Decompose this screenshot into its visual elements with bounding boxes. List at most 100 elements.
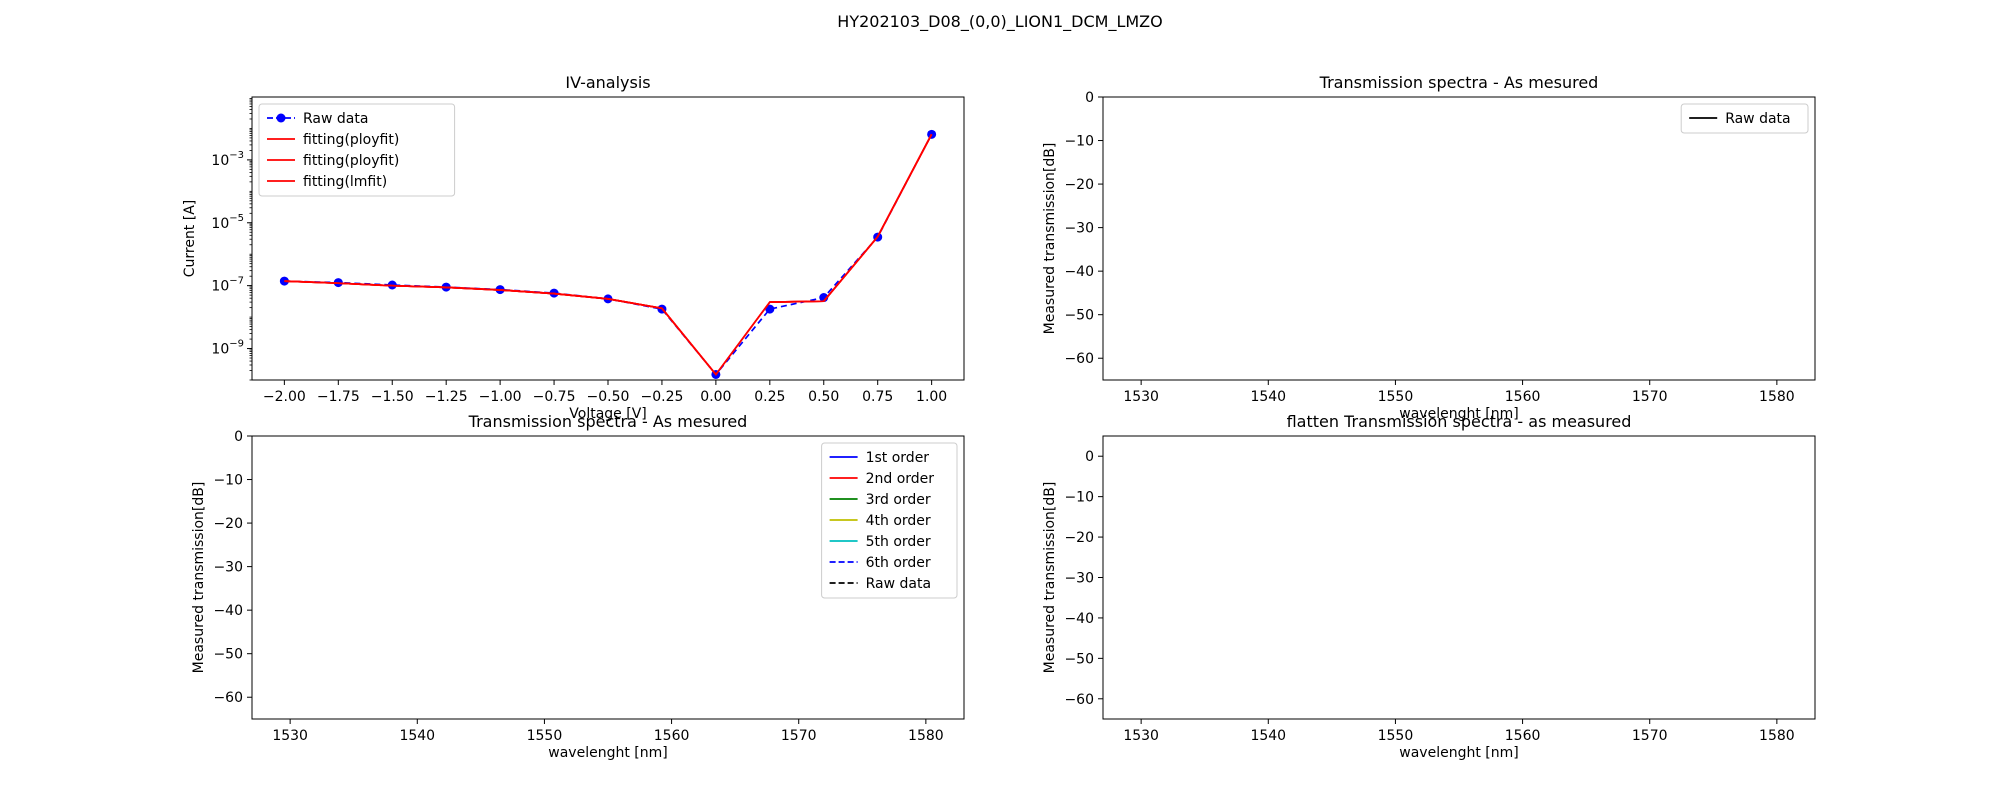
y-tick-label: −40: [1064, 611, 1094, 627]
subplot-3: Transmission spectra - As mesured 1530 154…: [191, 412, 965, 761]
x-tick-label: 1560: [1505, 389, 1541, 405]
legend-label: 1st order: [866, 450, 930, 466]
series-line-4-overlay: [284, 133, 933, 376]
legend-label: 2nd order: [866, 471, 935, 487]
y-tick-label: −30: [1064, 221, 1094, 237]
figure-suptitle: HY202103_D08_(0,0)_LION1_DCM_LMZO: [837, 12, 1162, 32]
x-tick-label: −1.75: [317, 389, 360, 405]
legend: Raw data: [1680, 103, 1809, 134]
subplot-4: flatten Transmission spectra - as measur…: [1042, 412, 1816, 761]
x-tick-label: 1550: [1378, 389, 1414, 405]
y-tick-label: −10: [1064, 490, 1094, 506]
y-tick-label: −30: [213, 560, 243, 576]
x-tick-label: −0.50: [587, 389, 630, 405]
y-tick-base: 10: [211, 153, 229, 169]
y-tick-label: 10−9: [211, 339, 244, 358]
subplot-2: Transmission spectra - As mesured 1530 154…: [1042, 73, 1816, 422]
y-tick-label: −10: [213, 473, 243, 489]
y-tick-exponent: −3: [229, 150, 244, 161]
series-line-2: [284, 280, 717, 376]
x-tick-label: 1560: [1505, 728, 1541, 744]
data-point: [279, 276, 289, 286]
x-tick-label: 1540: [1250, 728, 1286, 744]
series-line-3-overlay: [769, 133, 933, 303]
y-tick-label: 10−5: [211, 213, 244, 232]
y-tick-exponent: −9: [229, 339, 244, 350]
axes-title: Transmission spectra - As mesured: [468, 412, 748, 431]
legend-frame: [821, 442, 958, 599]
y-tick-label: −60: [1064, 692, 1094, 708]
x-tick-label: 1580: [1759, 389, 1795, 405]
x-tick-label: −1.50: [371, 389, 414, 405]
legend-label: fitting(ployfit): [303, 153, 399, 169]
x-axis-label: wavelenght [nm]: [1399, 745, 1518, 761]
x-axis-label: wavelenght [nm]: [548, 745, 667, 761]
legend-label: fitting(lmfit): [303, 174, 387, 190]
legend: 1st order 2nd order 3rd order 4th order 5th …: [821, 442, 958, 599]
y-tick-label: −50: [1064, 308, 1094, 324]
x-tick-label: 0.00: [700, 389, 731, 405]
y-tick-label: −40: [213, 603, 243, 619]
y-tick-base: 10: [211, 279, 229, 295]
x-tick-label: −0.25: [640, 389, 683, 405]
y-axis-label: Measured transmission[dB]: [1042, 143, 1058, 335]
y-tick-label: 10−7: [211, 276, 244, 295]
x-tick-label: 1540: [399, 728, 435, 744]
y-tick-label: −20: [213, 516, 243, 532]
x-tick-label: 0.25: [754, 389, 785, 405]
axes-frame: [1102, 96, 1816, 381]
data-point: [765, 304, 775, 314]
x-tick-label: 1580: [908, 728, 944, 744]
x-tick-label: 1530: [1123, 389, 1159, 405]
series-line-2-overlay: [284, 280, 717, 376]
plot-area: [279, 129, 937, 379]
legend-label: Raw data: [303, 111, 368, 127]
legend-frame: [258, 103, 456, 197]
x-tick-label: −0.75: [533, 389, 576, 405]
x-axis-label: Voltage [V]: [569, 406, 646, 422]
x-tick-label: 1570: [1632, 389, 1668, 405]
axes-title: Transmission spectra - As mesured: [1319, 73, 1599, 92]
legend-label: 4th order: [866, 513, 931, 529]
legend-label: Raw data: [866, 576, 931, 592]
legend-marker: [276, 113, 286, 123]
x-tick-label: −1.00: [479, 389, 522, 405]
y-tick-label: −20: [1064, 530, 1094, 546]
x-tick-label: 1550: [1378, 728, 1414, 744]
y-tick-label: −20: [1064, 177, 1094, 193]
subplot-1: IV-analysis −2.00 −1.75 −1.50 −1.25 −1.00 −0.7…: [182, 73, 965, 422]
y-tick-label: −30: [1064, 571, 1094, 587]
y-tick-label: −60: [1064, 351, 1094, 367]
y-axis-label: Measured transmission[dB]: [191, 482, 207, 674]
x-tick-label: −1.25: [425, 389, 468, 405]
x-tick-label: 1.00: [916, 389, 947, 405]
y-tick-exponent: −7: [229, 276, 244, 287]
x-tick-label: 1560: [654, 728, 690, 744]
x-tick-label: 0.75: [862, 389, 893, 405]
x-tick-label: 1550: [527, 728, 563, 744]
y-tick-label: 0: [1085, 90, 1094, 106]
y-tick-label: −50: [1064, 651, 1094, 667]
x-axis-label: wavelenght [nm]: [1399, 406, 1518, 422]
legend-label: fitting(ployfit): [303, 132, 399, 148]
axes-frame: [251, 435, 965, 720]
y-tick-exponent: −5: [229, 213, 244, 224]
x-tick-label: 1540: [1250, 389, 1286, 405]
legend-label: 6th order: [866, 555, 931, 571]
y-tick-base: 10: [211, 216, 229, 232]
x-tick-label: 0.50: [808, 389, 839, 405]
y-tick-label: −40: [1064, 264, 1094, 280]
axes-frame: [1102, 435, 1816, 720]
series-line-3: [769, 133, 933, 303]
y-tick-label: −50: [213, 647, 243, 663]
legend-label: Raw data: [1725, 111, 1790, 127]
y-tick-base: 10: [211, 342, 229, 358]
y-tick-label: 10−3: [211, 150, 244, 169]
legend: Raw data fitting(ployfit) fitting(ployfit)…: [258, 103, 456, 197]
y-axis-label: Measured transmission[dB]: [1042, 482, 1058, 674]
x-tick-label: −2.00: [263, 389, 306, 405]
x-tick-label: 1580: [1759, 728, 1795, 744]
x-tick-label: 1530: [1123, 728, 1159, 744]
y-tick-label: 0: [1085, 449, 1094, 465]
